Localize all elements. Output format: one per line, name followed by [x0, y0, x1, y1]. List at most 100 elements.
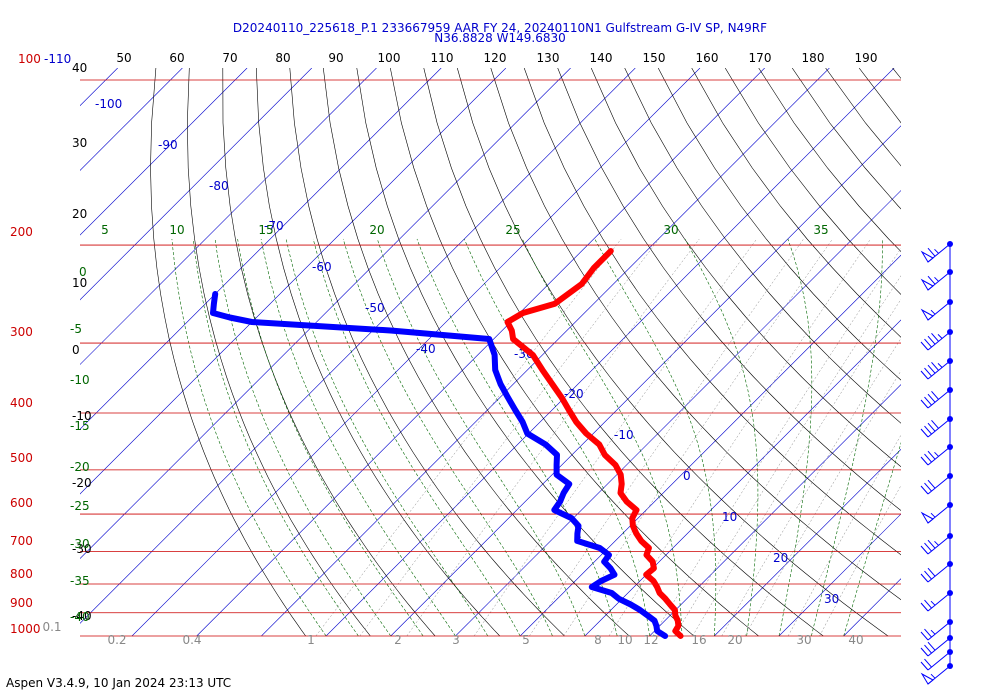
isotherm-line: [519, 254, 901, 637]
isotherm-label: -20: [564, 387, 584, 401]
moist-adiabat-line: [214, 238, 392, 637]
wind-barb-feather: [924, 628, 932, 638]
isotherm-line: [714, 448, 901, 637]
moist-adiabat-line: [285, 238, 489, 637]
pressure-tick-label: 100: [18, 52, 41, 66]
wind-barb: [920, 590, 953, 612]
temperature-profile: [504, 248, 684, 639]
wind-barb-feather: [924, 453, 932, 463]
top-axis-tick-label: 160: [696, 51, 719, 65]
mixing-ratio-line: [674, 275, 901, 637]
isotherm-line: [973, 68, 1000, 636]
pressure-tick-label: 1000: [10, 622, 41, 636]
wind-barb-shaft: [927, 651, 951, 671]
wind-barb-feather: [920, 661, 929, 671]
wind-barb-flag: [920, 308, 934, 321]
height-tick-label: -40: [72, 609, 92, 623]
wind-barbs: [920, 241, 953, 685]
moist-adiabat-label: -10: [70, 373, 90, 387]
wind-barb-shaft: [927, 563, 951, 583]
isotherm-line: [325, 68, 895, 637]
wind-barb: [920, 502, 953, 524]
wind-barb: [920, 416, 953, 438]
moist-adiabat-line: [193, 238, 359, 637]
top-axis-tick-label: 90: [328, 51, 343, 65]
wind-barb-feather: [931, 390, 939, 400]
isotherm-label: -40: [416, 342, 436, 356]
height-tick-label: 0: [72, 343, 80, 357]
wind-barb-shaft: [927, 535, 951, 555]
moist-adiabat-line: [843, 441, 901, 637]
isotherm-line: [390, 125, 901, 637]
mixing-ratio-label: 40: [848, 633, 863, 647]
wind-barb: [920, 387, 953, 409]
mixing-ratio-label: 5: [522, 633, 530, 647]
wind-barb-half-feather: [930, 629, 936, 635]
wind-barb-feather: [920, 399, 929, 409]
wind-barb-half-feather: [934, 276, 939, 282]
mixing-ratio-line: [529, 238, 804, 637]
wind-barb-feather: [924, 482, 932, 492]
wind-barb-half-feather: [934, 248, 939, 254]
moist-adiabat-label: -40: [70, 610, 90, 624]
dry-adiabat-line: [390, 68, 759, 637]
dry-adiabat-line: [256, 68, 501, 637]
wind-barb-half-feather: [930, 673, 936, 679]
pressure-tick-label: 700: [10, 534, 33, 548]
wind-barb-shaft: [927, 475, 951, 495]
mixing-ratio-line: [359, 238, 660, 637]
wind-barb-feather: [927, 641, 936, 651]
dry-adiabat-line: [289, 68, 565, 637]
wind-barb-feather: [920, 573, 929, 583]
wind-barb: [920, 241, 953, 263]
pressure-tick-label: 300: [10, 325, 33, 339]
wind-barb-feather: [927, 364, 936, 374]
wind-barb-feather: [920, 631, 929, 641]
wind-barb: [920, 444, 953, 466]
wind-barb-feather: [927, 335, 936, 345]
moist-adiabat-label: 15: [258, 223, 273, 237]
top-axis-tick-label: 80: [275, 51, 290, 65]
wind-barb-shaft: [927, 360, 951, 380]
moist-adiabat-line: [464, 238, 650, 637]
wind-barb: [920, 663, 953, 685]
wind-barb: [920, 561, 953, 583]
isotherm-line: [80, 68, 248, 236]
wind-barb-feather: [924, 425, 932, 435]
wind-barb-flag: [920, 511, 934, 524]
mixing-ratio-line: [819, 485, 901, 637]
top-axis-tick-label: 60: [169, 51, 184, 65]
top-axis-tick-label: 120: [484, 51, 507, 65]
wind-barb-feather: [924, 338, 932, 348]
isotherm-label: -80: [209, 179, 229, 193]
isotherm-line: [80, 68, 183, 171]
isotherm-label: -10: [614, 428, 634, 442]
wind-barb: [920, 299, 953, 321]
mixing-ratio-line: [608, 238, 871, 637]
wind-barb-shaft: [927, 637, 951, 657]
mixing-ratio-label: 20: [727, 633, 742, 647]
isotherm-label: 30: [824, 592, 839, 606]
wind-barb-half-feather: [937, 334, 943, 339]
dry-adiabat-line: [724, 68, 901, 295]
moist-adiabat-line: [342, 238, 553, 637]
isotherm-line: [261, 68, 830, 637]
isotherm-line: [584, 319, 901, 637]
background-lines: [80, 68, 1000, 637]
wind-barb-feather: [920, 647, 929, 657]
wind-barb-shaft: [927, 418, 951, 438]
dry-adiabat-line: [457, 68, 889, 637]
pressure-tick-label: -110: [44, 52, 71, 66]
footer-text: Aspen V3.4.9, 10 Jan 2024 23:13 UTC: [6, 676, 232, 690]
mixing-ratio-line: [473, 238, 757, 637]
moist-adiabat-label: 25: [505, 223, 520, 237]
wind-barb-half-feather: [937, 363, 943, 368]
wind-barb-feather: [924, 367, 932, 377]
wind-barb-feather: [927, 393, 936, 403]
mixing-ratio-line: [787, 434, 901, 637]
moist-adiabat-label: 20: [369, 223, 384, 237]
dry-adiabat-line: [222, 68, 436, 637]
top-axis-tick-label: 190: [855, 51, 878, 65]
top-axis-tick-label: 140: [590, 51, 613, 65]
